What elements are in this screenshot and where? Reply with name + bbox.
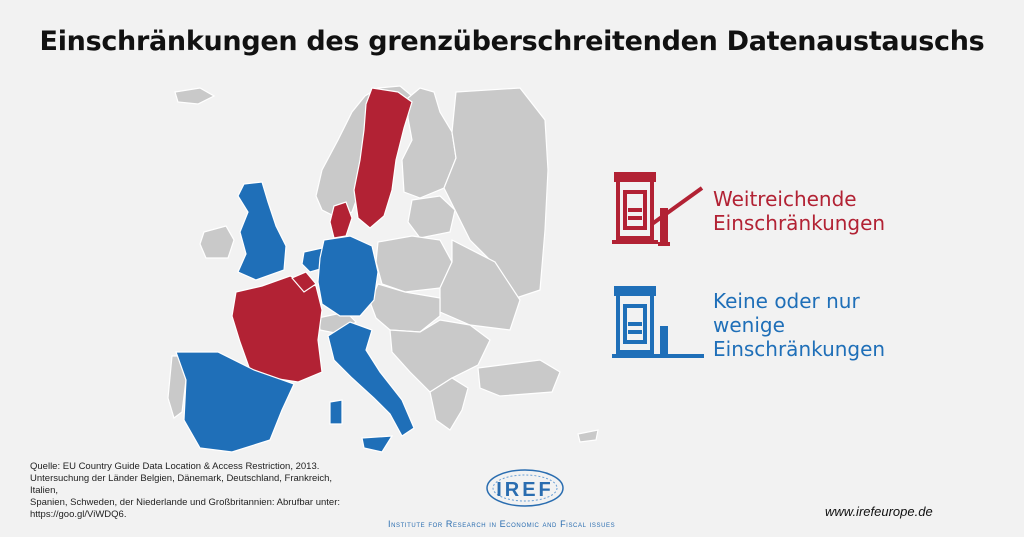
legend-strong-label: Weitreichende Einschränkungen: [713, 186, 886, 235]
legend-weak-label: Keine oder nur wenige Einschränkungen: [713, 288, 886, 361]
page-title: Einschränkungen des grenzüberschreitende…: [39, 26, 985, 57]
svg-text:IREF: IREF: [496, 479, 554, 501]
country-belgium: [291, 271, 317, 293]
country-greece: [429, 377, 469, 431]
country-ireland: [199, 225, 235, 259]
country-netherlands: [301, 247, 325, 273]
legend-weak: Keine oder nur wenige Einschränkungen: [610, 282, 885, 367]
website-link[interactable]: www.irefeurope.de: [825, 504, 933, 519]
country-baltics: [407, 195, 456, 239]
country-turkey: [477, 359, 561, 397]
country-germany: [317, 235, 379, 317]
country-spain: [175, 351, 295, 453]
country-sweden: [353, 87, 413, 229]
country-balkans: [389, 319, 491, 393]
country-poland: [375, 235, 453, 293]
country-sardinia: [329, 399, 343, 425]
toll-booth-barrier-open-icon: [612, 286, 704, 358]
country-iceland: [174, 87, 216, 105]
country-italy: [327, 321, 415, 437]
legend-strong: Weitreichende Einschränkungen: [610, 168, 885, 253]
iref-logo: IREF: [486, 469, 564, 507]
country-france: [231, 275, 323, 383]
country-cyprus: [577, 429, 599, 443]
toll-booth-barrier-closed-icon: [612, 172, 704, 246]
institute-name: Institute for Research in Economic and F…: [388, 519, 616, 529]
country-great-britain: [237, 181, 287, 281]
source-note: Quelle: EU Country Guide Data Location &…: [30, 461, 341, 520]
country-sicily: [361, 435, 394, 453]
country-denmark: [329, 201, 353, 239]
